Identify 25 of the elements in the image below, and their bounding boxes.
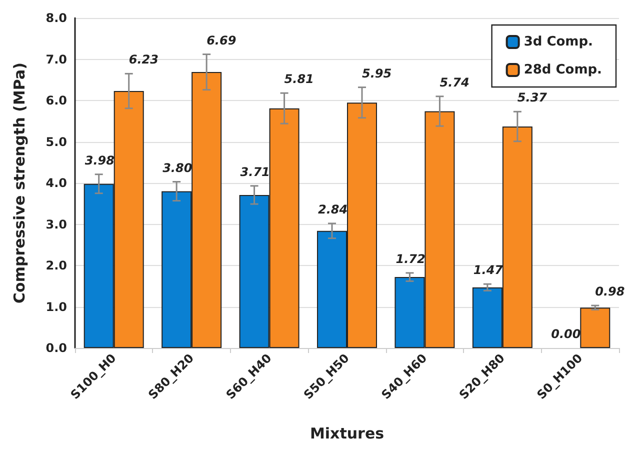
y-tick-label: 2.0 xyxy=(46,258,67,272)
x-axis-title: Mixtures xyxy=(310,424,384,442)
bar xyxy=(580,308,610,348)
data-label: 6.23 xyxy=(128,52,158,67)
data-label: 6.69 xyxy=(206,33,236,48)
y-tick-label: 5.0 xyxy=(46,134,67,149)
legend-label: 28d Comp. xyxy=(524,62,602,78)
data-label: 5.74 xyxy=(440,75,470,90)
y-axis-title: Compressive strength (MPa) xyxy=(10,62,28,304)
data-label: 2.84 xyxy=(318,202,348,216)
legend-label: 3d Comp. xyxy=(524,34,593,50)
y-tick-label: 3.0 xyxy=(46,217,67,232)
data-label: 0.98 xyxy=(595,284,625,299)
y-tick-label: 0.0 xyxy=(46,341,67,355)
data-label: 5.37 xyxy=(517,90,548,105)
data-label: 3.98 xyxy=(84,153,114,168)
data-label: 1.47 xyxy=(473,263,504,278)
data-label: 3.71 xyxy=(240,164,270,179)
y-tick-label: 6.0 xyxy=(46,94,67,108)
y-tick-label: 4.0 xyxy=(46,176,67,190)
y-tick-label: 8.0 xyxy=(46,11,67,25)
data-label: 5.81 xyxy=(284,72,314,86)
y-tick-label: 1.0 xyxy=(46,300,67,314)
y-tick-label: 7.0 xyxy=(46,52,67,66)
data-label: 5.95 xyxy=(362,66,392,80)
